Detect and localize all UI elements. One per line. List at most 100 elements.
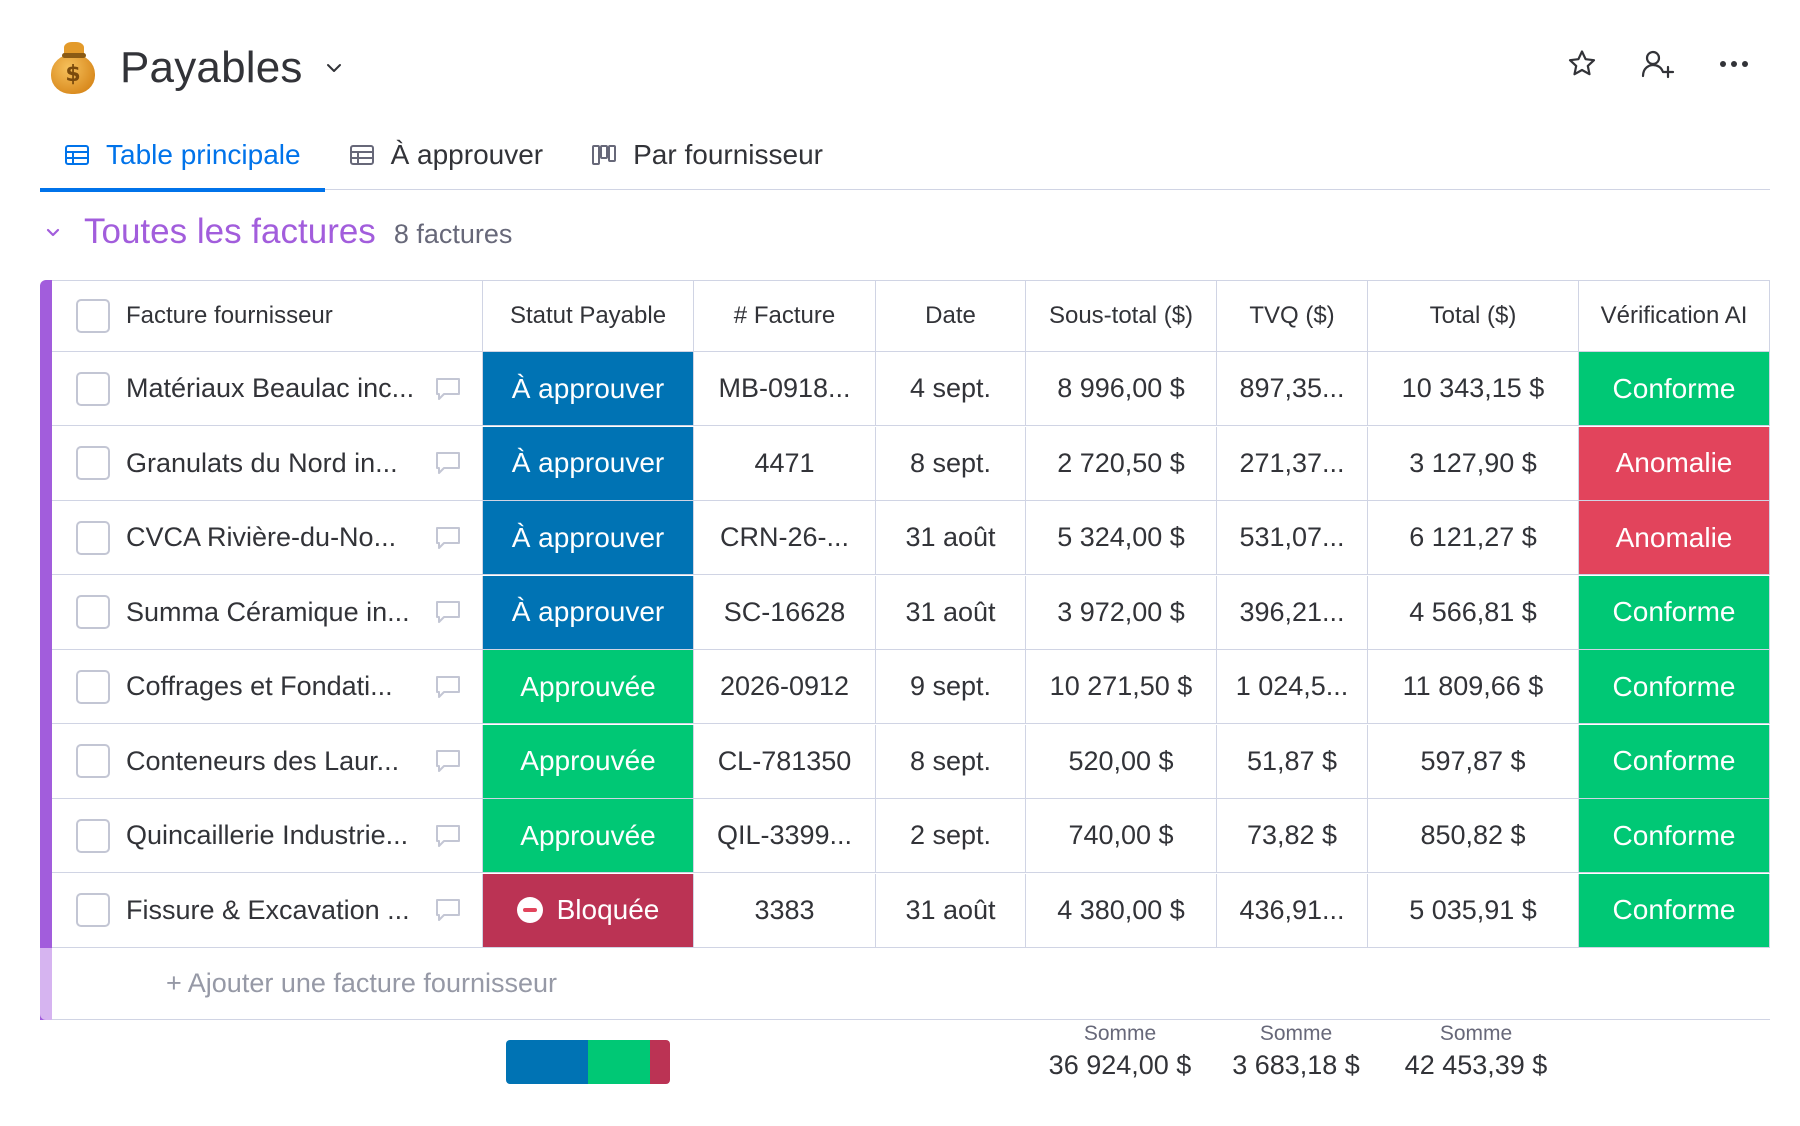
collapse-chevron-icon[interactable] <box>44 223 62 241</box>
total-cell[interactable]: 5 035,91 $ <box>1368 873 1579 947</box>
cell-name[interactable]: Matériaux Beaulac inc... <box>52 352 483 425</box>
invoice-number-cell[interactable]: 3383 <box>694 873 876 947</box>
status-cell[interactable]: À approuver <box>483 501 694 574</box>
table-row[interactable]: CVCA Rivière-du-No... À approuver CRN-26-.… <box>52 501 1770 575</box>
invoice-number-cell[interactable]: QIL-3399... <box>694 799 876 872</box>
tab-par-fournisseur[interactable]: Par fournisseur <box>567 120 847 190</box>
subtotal-cell[interactable]: 520,00 $ <box>1026 724 1217 798</box>
subtotal-cell[interactable]: 3 972,00 $ <box>1026 575 1217 649</box>
date-cell[interactable]: 31 août <box>876 873 1026 947</box>
row-checkbox[interactable] <box>76 669 110 704</box>
row-checkbox[interactable] <box>76 818 110 853</box>
verification-cell[interactable]: Conforme <box>1579 799 1770 872</box>
cell-name[interactable]: Coffrages et Fondati... <box>52 650 483 723</box>
verification-cell[interactable]: Conforme <box>1579 650 1770 723</box>
subtotal-cell[interactable]: 740,00 $ <box>1026 799 1217 872</box>
total-cell[interactable]: 850,82 $ <box>1368 799 1579 872</box>
invoice-number-cell[interactable]: CRN-26-... <box>694 501 876 574</box>
status-cell[interactable]: Approuvée <box>483 724 694 798</box>
invoice-number-cell[interactable]: CL-781350 <box>694 724 876 798</box>
tvq-cell[interactable]: 271,37... <box>1217 426 1368 500</box>
table-row[interactable]: Fissure & Excavation ... Bloquée 3383 31 ao… <box>52 873 1770 948</box>
column-header-invoice[interactable]: # Facture <box>694 281 876 351</box>
total-cell[interactable]: 11 809,66 $ <box>1368 650 1579 723</box>
row-checkbox[interactable] <box>76 520 110 555</box>
column-header-name[interactable]: Facture fournisseur <box>52 281 483 351</box>
status-cell[interactable]: Bloquée <box>483 873 694 947</box>
comment-icon[interactable] <box>434 525 462 551</box>
status-cell[interactable]: À approuver <box>483 575 694 649</box>
verification-cell[interactable]: Conforme <box>1579 575 1770 649</box>
table-row[interactable]: Matériaux Beaulac inc... À approuver MB-09… <box>52 352 1770 426</box>
table-row[interactable]: Summa Céramique in... À approuver SC-16628… <box>52 575 1770 650</box>
subtotal-cell[interactable]: 4 380,00 $ <box>1026 873 1217 947</box>
table-row[interactable]: Conteneurs des Laur... Approuvée CL-781350… <box>52 724 1770 799</box>
table-row[interactable]: Coffrages et Fondati... Approuvée 2026-091… <box>52 650 1770 724</box>
column-header-status[interactable]: Statut Payable <box>483 281 694 351</box>
invoice-number-cell[interactable]: MB-0918... <box>694 352 876 425</box>
row-checkbox[interactable] <box>76 371 110 406</box>
subtotal-cell[interactable]: 2 720,50 $ <box>1026 426 1217 500</box>
tab-table-principale[interactable]: Table principale <box>40 120 325 192</box>
status-distribution-bar[interactable] <box>506 1040 670 1084</box>
status-cell[interactable]: Approuvée <box>483 799 694 872</box>
tvq-cell[interactable]: 897,35... <box>1217 352 1368 425</box>
comment-icon[interactable] <box>434 823 462 849</box>
cell-name[interactable]: Conteneurs des Laur... <box>52 724 483 798</box>
invoice-number-cell[interactable]: 4471 <box>694 426 876 500</box>
chevron-down-icon[interactable] <box>325 59 343 77</box>
date-cell[interactable]: 31 août <box>876 501 1026 574</box>
row-checkbox[interactable] <box>76 744 110 778</box>
comment-icon[interactable] <box>434 376 462 402</box>
total-cell[interactable]: 10 343,15 $ <box>1368 352 1579 425</box>
tvq-cell[interactable]: 51,87 $ <box>1217 724 1368 798</box>
verification-cell[interactable]: Conforme <box>1579 352 1770 425</box>
verification-cell[interactable]: Conforme <box>1579 873 1770 947</box>
subtotal-cell[interactable]: 5 324,00 $ <box>1026 501 1217 574</box>
favorite-button[interactable] <box>1564 46 1600 82</box>
tab-a-approuver[interactable]: À approuver <box>325 120 568 190</box>
tvq-cell[interactable]: 436,91... <box>1217 873 1368 947</box>
date-cell[interactable]: 2 sept. <box>876 799 1026 872</box>
row-checkbox[interactable] <box>76 893 110 927</box>
row-checkbox[interactable] <box>76 595 110 629</box>
date-cell[interactable]: 31 août <box>876 575 1026 649</box>
total-cell[interactable]: 597,87 $ <box>1368 724 1579 798</box>
row-checkbox[interactable] <box>76 446 110 480</box>
total-cell[interactable]: 4 566,81 $ <box>1368 575 1579 649</box>
date-cell[interactable]: 9 sept. <box>876 650 1026 723</box>
cell-name[interactable]: Granulats du Nord in... <box>52 426 483 500</box>
select-all-checkbox[interactable] <box>76 299 110 333</box>
cell-name[interactable]: Quincaillerie Industrie... <box>52 799 483 872</box>
status-cell[interactable]: À approuver <box>483 426 694 500</box>
comment-icon[interactable] <box>434 897 462 923</box>
date-cell[interactable]: 8 sept. <box>876 426 1026 500</box>
column-header-total[interactable]: Total ($) <box>1368 281 1579 351</box>
column-header-subtotal[interactable]: Sous-total ($) <box>1026 281 1217 351</box>
verification-cell[interactable]: Anomalie <box>1579 426 1770 500</box>
column-header-date[interactable]: Date <box>876 281 1026 351</box>
board-title[interactable]: Payables <box>120 43 303 92</box>
verification-cell[interactable]: Anomalie <box>1579 501 1770 574</box>
status-cell[interactable]: À approuver <box>483 352 694 425</box>
cell-name[interactable]: Fissure & Excavation ... <box>52 873 483 947</box>
date-cell[interactable]: 8 sept. <box>876 724 1026 798</box>
invite-button[interactable] <box>1640 46 1676 82</box>
group-title[interactable]: Toutes les factures <box>84 212 376 251</box>
verification-cell[interactable]: Conforme <box>1579 724 1770 798</box>
table-row[interactable]: Granulats du Nord in... À approuver 4471 8 … <box>52 426 1770 501</box>
subtotal-cell[interactable]: 10 271,50 $ <box>1026 650 1217 723</box>
cell-name[interactable]: Summa Céramique in... <box>52 575 483 649</box>
tvq-cell[interactable]: 1 024,5... <box>1217 650 1368 723</box>
tvq-cell[interactable]: 531,07... <box>1217 501 1368 574</box>
subtotal-cell[interactable]: 8 996,00 $ <box>1026 352 1217 425</box>
column-header-verification[interactable]: Vérification AI <box>1579 281 1770 351</box>
invoice-number-cell[interactable]: 2026-0912 <box>694 650 876 723</box>
status-cell[interactable]: Approuvée <box>483 650 694 723</box>
date-cell[interactable]: 4 sept. <box>876 352 1026 425</box>
tvq-cell[interactable]: 73,82 $ <box>1217 799 1368 872</box>
total-cell[interactable]: 3 127,90 $ <box>1368 426 1579 500</box>
add-item-row[interactable]: + Ajouter une facture fournisseur <box>52 948 1770 1020</box>
comment-icon[interactable] <box>434 748 462 774</box>
more-button[interactable] <box>1716 46 1752 82</box>
